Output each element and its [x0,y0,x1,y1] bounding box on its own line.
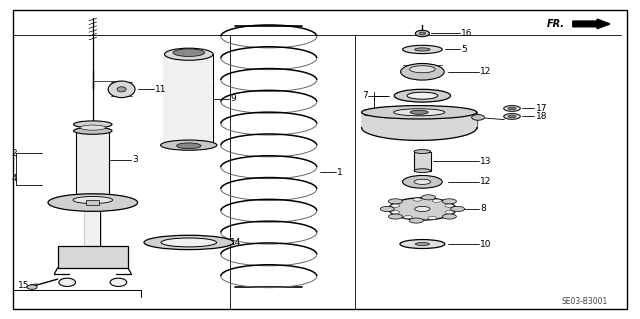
Ellipse shape [389,198,456,220]
Ellipse shape [442,199,456,204]
Ellipse shape [394,89,451,102]
Ellipse shape [409,218,423,223]
Bar [76,129,109,201]
Text: 12: 12 [480,177,492,186]
Text: 2: 2 [12,149,17,158]
Ellipse shape [177,143,201,149]
Ellipse shape [173,49,205,56]
Ellipse shape [419,32,426,35]
Ellipse shape [400,240,445,249]
Polygon shape [362,112,477,140]
Ellipse shape [410,66,435,73]
Ellipse shape [415,243,429,246]
Ellipse shape [404,216,413,219]
Text: 18: 18 [536,112,547,121]
Ellipse shape [391,204,400,207]
Text: 6: 6 [362,109,368,118]
Ellipse shape [48,194,138,211]
Text: 12: 12 [480,67,492,76]
Ellipse shape [391,211,400,214]
Ellipse shape [433,199,442,202]
Bar [58,246,128,268]
Text: 1: 1 [337,168,343,177]
Ellipse shape [388,214,403,219]
Ellipse shape [504,106,520,111]
Ellipse shape [108,81,135,98]
Ellipse shape [414,150,431,153]
Text: 11: 11 [155,85,166,94]
Ellipse shape [403,45,442,54]
Text: 5: 5 [461,45,467,54]
Ellipse shape [117,87,126,92]
Text: 17: 17 [536,104,547,113]
Ellipse shape [27,285,37,289]
FancyArrow shape [573,19,610,29]
Bar [85,204,100,258]
Bar [414,152,431,171]
Ellipse shape [380,206,394,211]
Ellipse shape [415,206,430,211]
Ellipse shape [415,30,429,37]
Text: 9: 9 [230,94,236,103]
Text: 4: 4 [12,174,17,183]
Ellipse shape [504,114,520,119]
Circle shape [110,278,127,286]
Text: 16: 16 [461,29,472,38]
Ellipse shape [388,199,403,204]
Ellipse shape [161,140,217,150]
Ellipse shape [73,197,113,204]
Ellipse shape [401,63,444,80]
Ellipse shape [80,125,106,130]
Text: 14: 14 [230,238,242,247]
Ellipse shape [413,198,422,201]
Text: 7: 7 [362,91,368,100]
Ellipse shape [407,92,438,99]
Text: 8: 8 [480,204,486,213]
Ellipse shape [451,206,465,211]
Ellipse shape [508,115,516,118]
Ellipse shape [403,175,442,188]
Ellipse shape [144,235,234,249]
Ellipse shape [410,110,428,114]
Circle shape [59,278,76,286]
Ellipse shape [74,127,112,134]
Ellipse shape [164,48,213,60]
Ellipse shape [445,204,454,207]
Bar [164,54,213,145]
Text: FR.: FR. [547,19,565,29]
Ellipse shape [508,107,516,110]
Ellipse shape [442,214,456,219]
Ellipse shape [415,48,430,51]
Ellipse shape [445,211,454,214]
Text: 10: 10 [480,240,492,249]
Text: 13: 13 [480,157,492,166]
Ellipse shape [422,195,436,200]
Ellipse shape [74,121,112,128]
Text: 15: 15 [18,281,29,290]
Bar [86,200,99,205]
Ellipse shape [414,179,431,184]
Ellipse shape [428,216,436,219]
Ellipse shape [161,238,216,247]
Ellipse shape [472,115,484,120]
Ellipse shape [414,169,431,173]
Ellipse shape [362,106,477,119]
Text: SE03-B3001: SE03-B3001 [562,297,608,306]
Text: 3: 3 [132,155,138,164]
Ellipse shape [394,109,445,116]
